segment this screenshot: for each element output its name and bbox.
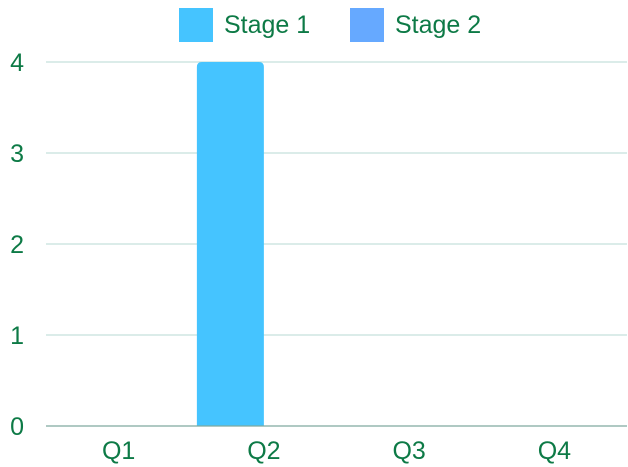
- legend-label-1: Stage 1: [224, 11, 310, 39]
- bars: [196, 62, 264, 426]
- y-tick-label-3: 3: [10, 140, 24, 168]
- legend-item-1: Stage 1: [179, 8, 310, 42]
- legend-label-2: Stage 2: [395, 11, 481, 39]
- grid-lines: [46, 61, 627, 336]
- legend: Stage 1 Stage 2: [179, 8, 481, 42]
- x-tick-label-q4: Q4: [538, 437, 571, 465]
- y-tick-label-0: 0: [10, 413, 24, 441]
- x-tick-label-q3: Q3: [392, 437, 425, 465]
- x-axis: Q1 Q2 Q3 Q4: [46, 425, 627, 465]
- x-tick-label-q1: Q1: [102, 437, 135, 465]
- x-tick-label-q2: Q2: [247, 437, 280, 465]
- legend-swatch-2: [350, 8, 384, 42]
- y-tick-label-2: 2: [10, 231, 24, 259]
- y-tick-label-4: 4: [10, 49, 24, 77]
- bar-stage-1-q2: [196, 62, 264, 426]
- legend-swatch-1: [179, 8, 213, 42]
- y-tick-label-1: 1: [10, 322, 24, 350]
- legend-item-2: Stage 2: [350, 8, 481, 42]
- y-axis: 0 1 2 3 4: [10, 49, 24, 441]
